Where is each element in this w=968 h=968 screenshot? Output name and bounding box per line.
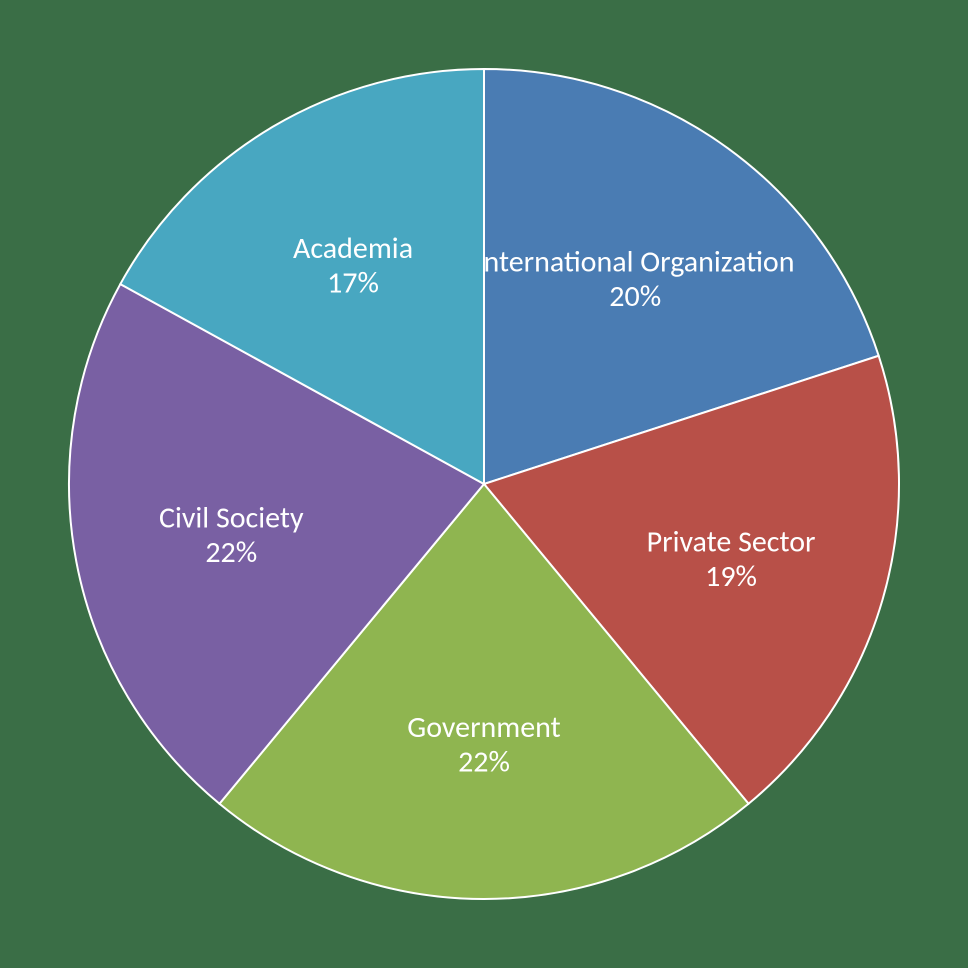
pie-slice-label-name: Private Sector xyxy=(647,523,816,560)
pie-slice-label-name: International Organization xyxy=(476,243,795,280)
pie-slice-label-name: Civil Society xyxy=(159,500,304,537)
pie-slice-label-name: Government xyxy=(407,709,560,746)
pie-slice-label-name: Academia xyxy=(293,230,413,267)
pie-slice-label-percent: 19% xyxy=(705,558,757,595)
pie-slice-label-percent: 22% xyxy=(458,743,510,780)
pie-chart: International Organization20% Private Sec… xyxy=(0,0,968,968)
pie-slice-label-percent: 17% xyxy=(327,265,379,302)
pie-slice-label-percent: 20% xyxy=(609,278,661,315)
pie-chart-svg: International Organization20% Private Sec… xyxy=(0,0,968,968)
pie-slice-label-percent: 22% xyxy=(205,534,257,571)
